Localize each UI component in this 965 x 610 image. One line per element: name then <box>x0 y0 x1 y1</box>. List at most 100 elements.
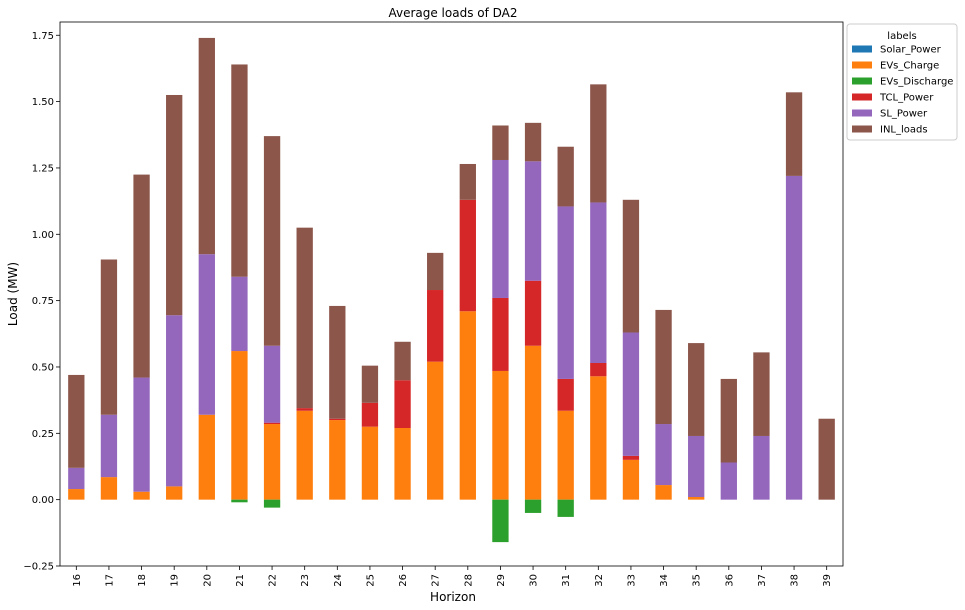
bar-inl-loads-39 <box>818 418 835 500</box>
bar-evs-discharge-31 <box>557 499 574 517</box>
bar-evs-discharge-30 <box>524 499 542 513</box>
x-tick-label: 25 <box>365 574 376 587</box>
x-tick-label: 28 <box>463 574 474 587</box>
bar-sl-power-33 <box>622 332 640 456</box>
x-tick-label: 17 <box>104 574 115 587</box>
x-tick-label: 18 <box>137 574 148 587</box>
bar-sl-power-17 <box>100 414 118 478</box>
y-tick-label: 1.25 <box>32 163 54 174</box>
bar-tcl-power-25 <box>361 402 379 427</box>
bar-sl-power-38 <box>785 175 803 500</box>
legend-swatch-evs-discharge <box>852 77 872 85</box>
x-tick-label: 20 <box>202 574 213 587</box>
bar-sl-power-16 <box>68 467 85 490</box>
bar-inl-loads-24 <box>329 305 346 419</box>
x-tick-label: 27 <box>431 574 442 587</box>
y-tick-label: 0.75 <box>32 296 54 307</box>
bar-inl-loads-27 <box>427 252 444 291</box>
bar-inl-loads-34 <box>655 309 672 425</box>
bar-tcl-power-27 <box>427 290 444 362</box>
bar-evs-charge-19 <box>166 486 183 500</box>
x-tick-label: 32 <box>594 574 605 587</box>
legend-items: Solar_Power EVs_Charge EVs_Discharge TCL_Po… <box>852 45 953 136</box>
bar-sl-power-29 <box>492 159 509 298</box>
x-tick-label: 22 <box>268 574 279 587</box>
bar-evs-charge-31 <box>557 410 574 500</box>
bar-evs-charge-26 <box>394 428 411 500</box>
x-tick-label: 35 <box>692 574 703 587</box>
legend-swatch-tcl-power <box>852 93 872 101</box>
bar-inl-loads-18 <box>133 174 150 378</box>
bar-evs-charge-16 <box>68 489 85 500</box>
legend-title: labels <box>887 31 916 42</box>
bar-tcl-power-29 <box>492 297 509 371</box>
bar-inl-loads-38 <box>785 92 803 176</box>
bar-inl-loads-25 <box>361 365 379 403</box>
bar-evs-charge-32 <box>590 376 607 500</box>
x-tick-label: 24 <box>333 574 344 587</box>
bar-sl-power-32 <box>590 202 607 363</box>
x-tick-label: 23 <box>300 574 311 587</box>
legend-swatch-evs-charge <box>852 61 872 69</box>
bar-evs-charge-29 <box>492 370 509 500</box>
bar-sl-power-21 <box>231 276 248 352</box>
y-tick-label: 0.00 <box>32 495 54 506</box>
x-tick-label: 36 <box>724 574 735 587</box>
bar-tcl-power-28 <box>459 199 476 312</box>
bar-evs-charge-27 <box>427 361 444 500</box>
bar-sl-power-18 <box>133 377 150 492</box>
y-tick-label: 1.50 <box>32 97 54 108</box>
x-tick-label: 26 <box>398 574 409 587</box>
bar-tcl-power-23 <box>296 408 313 411</box>
bar-sl-power-30 <box>524 161 542 281</box>
bar-sl-power-35 <box>688 435 705 497</box>
x-tick-label: 33 <box>626 574 637 587</box>
bar-tcl-power-32 <box>590 363 607 377</box>
bar-inl-loads-20 <box>198 37 215 255</box>
bar-inl-loads-26 <box>394 341 411 381</box>
x-tick-label: 39 <box>822 574 833 587</box>
y-tick-label: 1.00 <box>32 230 54 241</box>
bar-inl-loads-35 <box>688 343 705 436</box>
bar-evs-charge-21 <box>231 351 248 500</box>
bar-sl-power-37 <box>753 435 770 500</box>
bar-evs-charge-25 <box>361 426 379 500</box>
bar-tcl-power-33 <box>622 455 640 460</box>
bar-evs-charge-33 <box>622 459 640 500</box>
bar-tcl-power-26 <box>394 380 411 429</box>
legend-label-evs-discharge: EVs_Discharge <box>880 77 953 88</box>
bar-sl-power-22 <box>263 345 281 423</box>
y-tick-label: 0.50 <box>32 362 54 373</box>
x-axis-title: Horizon <box>430 590 476 604</box>
x-tick-label: 34 <box>659 574 670 587</box>
legend-swatch-solar-power <box>852 45 872 53</box>
bar-evs-discharge-21 <box>231 499 248 503</box>
bar-evs-charge-20 <box>198 414 215 500</box>
x-tick-label: 37 <box>757 574 768 587</box>
legend-swatch-sl-power <box>852 109 872 117</box>
bar-inl-loads-29 <box>492 125 509 160</box>
bar-inl-loads-30 <box>524 122 542 162</box>
bar-evs-charge-30 <box>524 345 542 500</box>
y-axis-title: Load (MW) <box>6 262 20 326</box>
bar-sl-power-34 <box>655 424 672 486</box>
bar-sl-power-31 <box>557 206 574 379</box>
ticks-layer: −0.25 0.00 0.25 0.50 0.75 1.00 1.25 1.50 1.75 16 1… <box>23 31 833 587</box>
bar-inl-loads-19 <box>166 94 183 316</box>
bar-inl-loads-23 <box>296 227 313 409</box>
bar-sl-power-19 <box>166 315 183 487</box>
axes-layer <box>59 21 844 567</box>
bar-evs-charge-18 <box>133 491 150 500</box>
bar-evs-charge-22 <box>263 424 281 500</box>
x-tick-label: 29 <box>496 574 507 587</box>
bar-tcl-power-24 <box>329 418 346 421</box>
bar-evs-charge-34 <box>655 485 672 500</box>
bar-inl-loads-37 <box>753 352 770 436</box>
bar-sl-power-20 <box>198 254 215 415</box>
legend-label-tcl-power: TCL_Power <box>879 93 934 104</box>
x-tick-label: 21 <box>235 574 246 587</box>
x-tick-label: 38 <box>790 574 801 587</box>
bar-inl-loads-16 <box>68 374 85 468</box>
bar-inl-loads-17 <box>100 259 118 415</box>
bar-evs-charge-24 <box>329 420 346 500</box>
